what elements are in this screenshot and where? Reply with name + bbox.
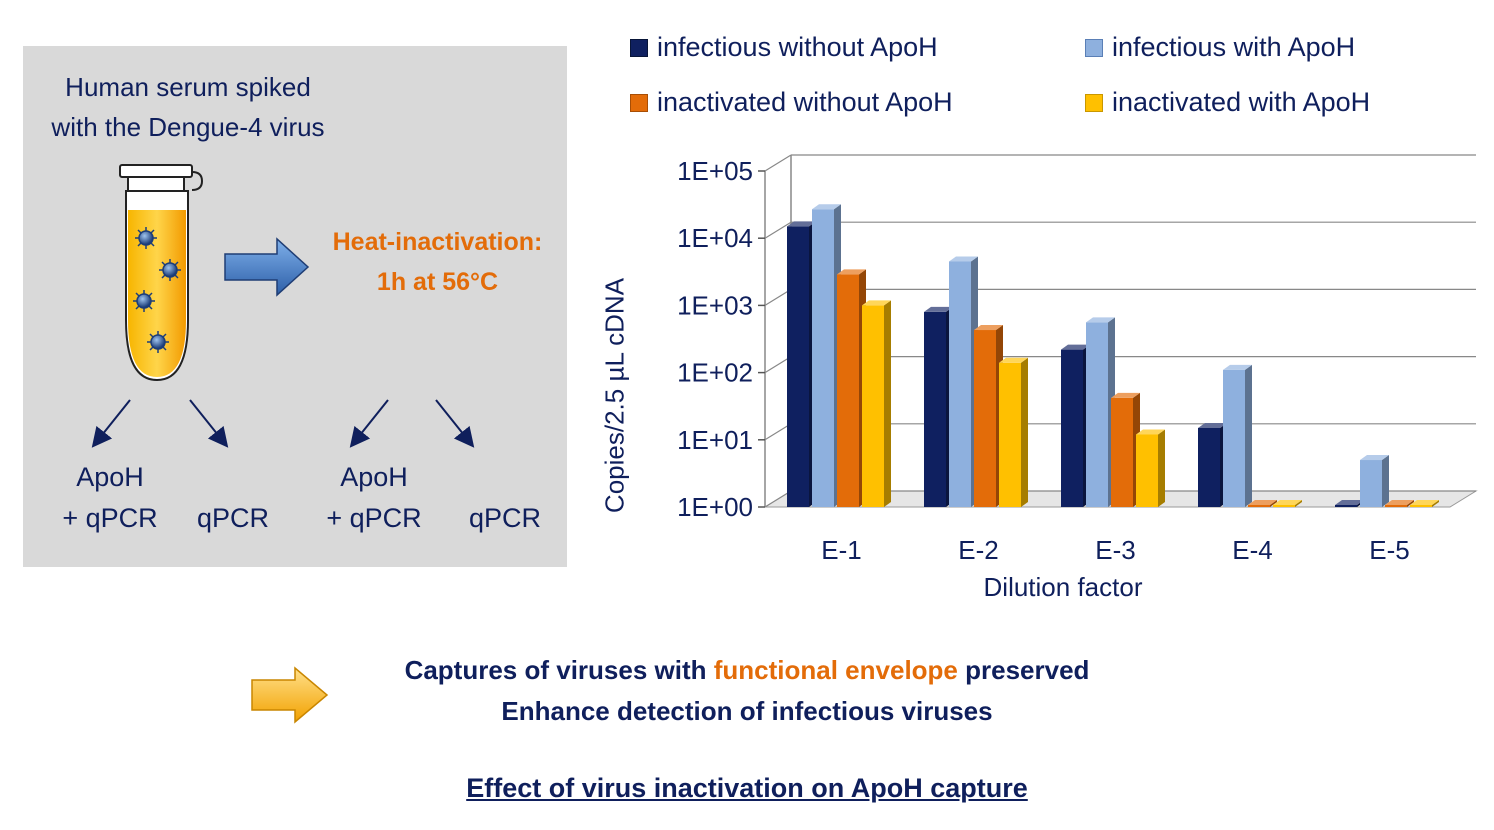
branch-line-2: + qPCR	[326, 503, 422, 533]
legend-item-infectious-with-apoh: infectious with ApoH	[1085, 32, 1355, 63]
branch-line-2: qPCR	[468, 503, 542, 533]
bar-E-2-series-2	[949, 256, 978, 507]
legend-label: inactivated with ApoH	[1112, 87, 1371, 117]
bar-E-4-series-1	[1198, 422, 1227, 507]
gridline-side	[764, 356, 792, 374]
bar-E-5-series-3	[1385, 500, 1414, 507]
y-tick-label: 1E+02	[677, 358, 753, 388]
arrow-right-icon	[224, 237, 310, 297]
legend-swatch	[1085, 93, 1103, 112]
bar-E-2-series-4	[999, 357, 1028, 507]
gridline-side	[764, 154, 792, 172]
experiment-panel	[23, 46, 567, 567]
tube-icon	[119, 164, 204, 382]
legend-label: inactivated without ApoH	[657, 87, 953, 117]
y-tick-label: 1E+01	[677, 425, 753, 455]
branch-line-2: qPCR	[196, 503, 270, 533]
bar-E-3-series-4	[1136, 429, 1165, 507]
legend-label: infectious with ApoH	[1112, 32, 1356, 62]
branch-qpcr-2: qPCR	[450, 457, 560, 539]
conclusion-highlight: functional envelope	[713, 655, 958, 685]
legend-label: infectious without ApoH	[657, 32, 938, 62]
heat-line-1: Heat-inactivation:	[332, 228, 543, 256]
bar-E-1-series-1	[787, 221, 816, 507]
heat-inactivation-label: Heat-inactivation: 1h at 56°C	[300, 222, 575, 302]
arrow-right-icon	[251, 666, 329, 724]
gridline-side	[764, 288, 792, 306]
y-tick-label: 1E+00	[677, 492, 753, 522]
conclusion-line-1: Captures of viruses with functional enve…	[0, 655, 1494, 686]
bar-E-4-series-2	[1223, 364, 1252, 507]
branch-line-1: ApoH	[76, 462, 144, 492]
y-axis-title: Copies/2.5 µL cDNA	[599, 277, 630, 514]
bar-E-1-series-2	[812, 204, 841, 508]
legend-swatch	[1085, 38, 1103, 57]
branch-line-1: ApoH	[340, 462, 408, 492]
figure-caption: Effect of virus inactivation on ApoH cap…	[466, 773, 1028, 803]
bar-E-2-series-3	[974, 325, 1003, 507]
branch-apoh-qpcr-2: ApoH + qPCR	[314, 457, 434, 539]
sample-description: Human serum spiked with the Dengue-4 vir…	[23, 67, 353, 147]
legend-swatch	[630, 93, 648, 112]
branch-line-1	[178, 457, 288, 498]
arrow-down-right-icon	[189, 399, 229, 448]
y-tick-label: 1E+05	[677, 156, 753, 186]
x-tick-label: E-5	[1369, 535, 1409, 565]
legend-swatch	[630, 38, 648, 57]
gridline-side	[764, 490, 792, 508]
x-tick-label: E-4	[1232, 535, 1272, 565]
arrow-down-right-icon	[435, 399, 475, 448]
sample-line-2: with the Dengue-4 virus	[51, 112, 325, 142]
gridline-side	[764, 221, 792, 239]
y-tick-label: 1E+03	[677, 290, 753, 320]
branch-line-2: + qPCR	[62, 503, 158, 533]
x-tick-label: E-2	[958, 535, 998, 565]
bar-E-4-series-3	[1248, 500, 1277, 507]
branch-arrows	[91, 399, 475, 448]
sample-line-1: Human serum spiked	[65, 72, 311, 102]
bar-E-2-series-1	[924, 306, 953, 507]
legend-item-infectious-without-apoh: infectious without ApoH	[630, 32, 938, 63]
bar-E-4-series-4	[1273, 500, 1302, 507]
y-tick-label: 1E+04	[677, 223, 753, 253]
conclusion-text: Captures of viruses with	[404, 655, 714, 685]
x-tick-label: E-3	[1095, 535, 1135, 565]
branch-apoh-qpcr-1: ApoH + qPCR	[50, 457, 170, 539]
bar-E-5-series-4	[1410, 500, 1439, 507]
gridline-side	[764, 423, 792, 441]
arrow-down-left-icon	[91, 399, 131, 448]
conclusion-text: preserved	[957, 655, 1090, 685]
bar-E-3-series-3	[1111, 392, 1140, 507]
bar-E-5-series-2	[1360, 455, 1389, 507]
branch-qpcr-1: qPCR	[178, 457, 288, 539]
heat-line-2: 1h at 56°C	[376, 268, 499, 296]
legend-item-inactivated-without-apoh: inactivated without ApoH	[630, 87, 953, 118]
bar-E-3-series-1	[1061, 344, 1090, 507]
bar-chart: 1E+00 1E+01 1E+02 1E+03 1E+04 1E+05 E-1 E-2 E-3 E…	[677, 154, 1478, 565]
branch-line-1	[450, 457, 560, 498]
bar-E-1-series-4	[862, 300, 891, 507]
arrow-down-left-icon	[349, 399, 389, 448]
legend-item-inactivated-with-apoh: inactivated with ApoH	[1085, 87, 1370, 118]
x-axis-title: Dilution factor	[983, 572, 1143, 602]
conclusion-line-2: Enhance detection of infectious viruses	[501, 696, 993, 726]
x-tick-label: E-1	[821, 535, 861, 565]
bar-E-3-series-2	[1086, 317, 1115, 507]
bar-E-1-series-3	[837, 269, 866, 507]
